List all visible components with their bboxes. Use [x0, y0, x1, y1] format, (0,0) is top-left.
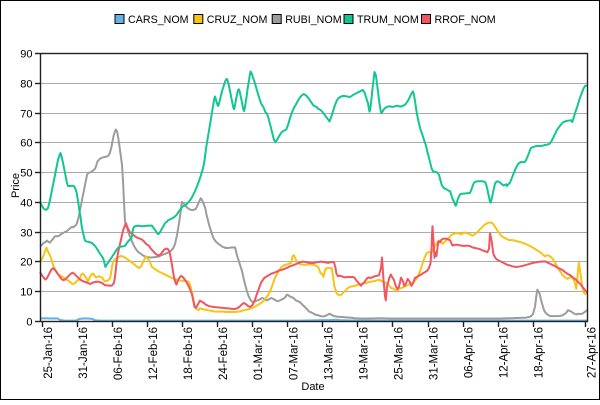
svg-text:06-Feb-16: 06-Feb-16 [113, 327, 125, 380]
svg-text:60: 60 [20, 138, 32, 150]
svg-text:27-Apr-16: 27-Apr-16 [586, 327, 598, 378]
svg-text:18-Apr-16: 18-Apr-16 [534, 327, 546, 378]
svg-text:10: 10 [20, 287, 32, 299]
svg-text:50: 50 [20, 168, 32, 180]
svg-text:CARS_NOM: CARS_NOM [128, 14, 189, 26]
svg-text:01-Mar-16: 01-Mar-16 [253, 327, 265, 380]
svg-text:70: 70 [20, 109, 32, 121]
svg-text:RROF_NOM: RROF_NOM [435, 14, 496, 26]
svg-text:30: 30 [20, 228, 32, 240]
svg-text:31-Mar-16: 31-Mar-16 [429, 327, 441, 380]
svg-text:80: 80 [20, 79, 32, 91]
svg-text:25-Jan-16: 25-Jan-16 [43, 327, 55, 379]
svg-text:20: 20 [20, 257, 32, 269]
svg-text:31-Jan-16: 31-Jan-16 [78, 327, 90, 379]
svg-text:Price: Price [10, 173, 22, 198]
svg-text:12-Apr-16: 12-Apr-16 [499, 327, 511, 378]
svg-text:06-Apr-16: 06-Apr-16 [464, 327, 476, 378]
svg-text:0: 0 [26, 317, 32, 329]
svg-text:07-Mar-16: 07-Mar-16 [288, 327, 300, 380]
svg-text:13-Mar-16: 13-Mar-16 [323, 327, 335, 380]
svg-text:Date: Date [301, 381, 324, 393]
svg-text:19-Mar-16: 19-Mar-16 [358, 327, 370, 380]
svg-text:40: 40 [20, 198, 32, 210]
svg-text:18-Feb-16: 18-Feb-16 [183, 327, 195, 380]
svg-text:24-Feb-16: 24-Feb-16 [218, 327, 230, 380]
svg-text:90: 90 [20, 49, 32, 61]
svg-text:12-Feb-16: 12-Feb-16 [148, 327, 160, 380]
svg-text:TRUM_NOM: TRUM_NOM [357, 14, 419, 26]
svg-text:25-Mar-16: 25-Mar-16 [393, 327, 405, 380]
svg-text:RUBI_NOM: RUBI_NOM [285, 14, 342, 26]
svg-text:CRUZ_NOM: CRUZ_NOM [207, 14, 268, 26]
